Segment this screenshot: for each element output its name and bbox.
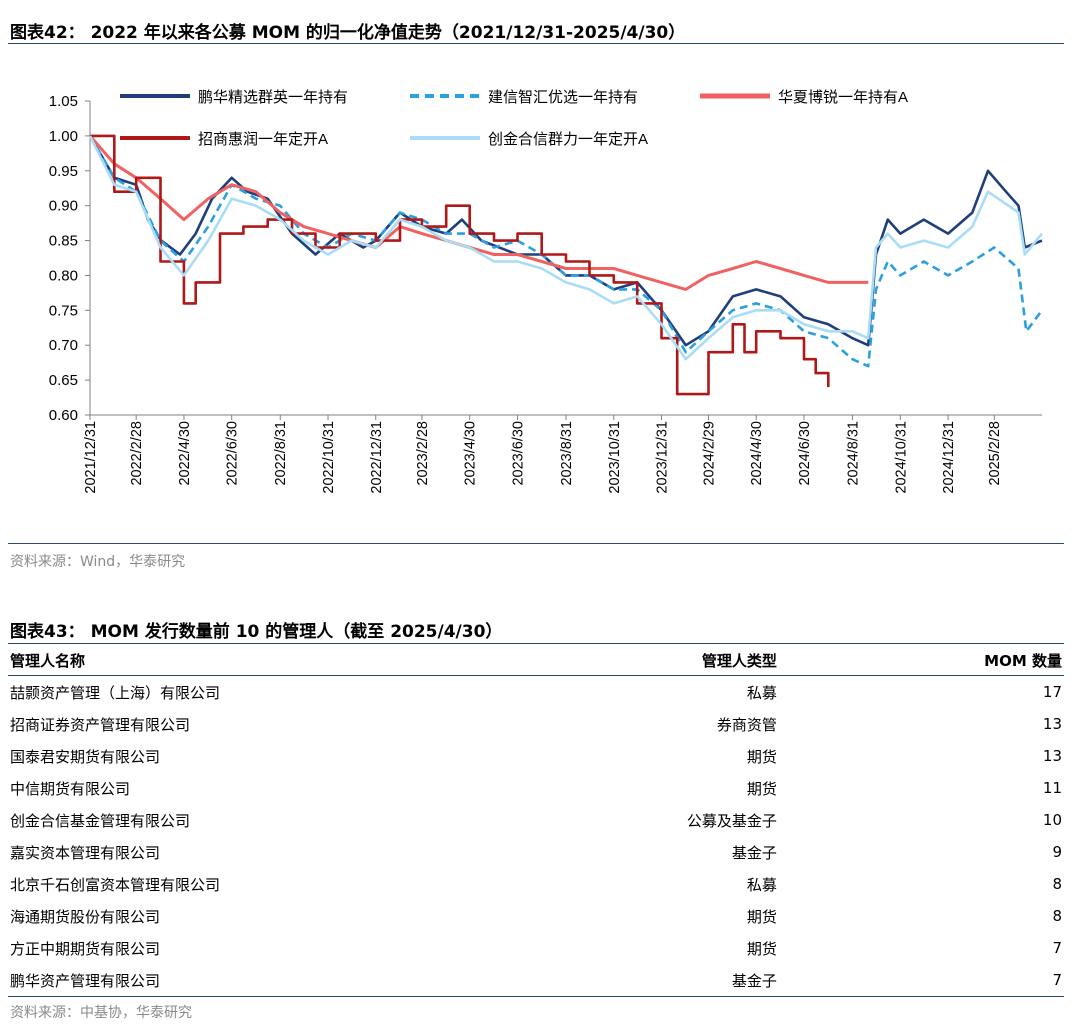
legend-label-4: 创金合信群力一年定开A	[488, 131, 648, 148]
y-tick-label: 0.60	[49, 407, 78, 424]
x-tick-label: 2022/12/31	[369, 421, 385, 494]
x-tick-label: 2023/4/30	[463, 421, 479, 486]
manager-name-cell: 招商证券资产管理有限公司	[10, 715, 191, 734]
mom-count-cell: 10	[1042, 811, 1062, 829]
series-line-3	[90, 134, 830, 396]
table-row: 嘉实资本管理有限公司 基金子 9	[8, 836, 1064, 868]
manager-name-cell: 嘉实资本管理有限公司	[10, 843, 161, 862]
manager-name-cell: 国泰君安期货有限公司	[10, 747, 161, 766]
chart-series	[88, 134, 1044, 396]
x-tick-label: 2022/10/31	[321, 421, 337, 494]
manager-type-cell: 券商资管	[716, 715, 777, 734]
manager-type-cell: 期货	[746, 939, 777, 958]
mom-count-cell: 8	[1052, 875, 1062, 893]
manager-name-cell: 海通期货股份有限公司	[10, 907, 161, 926]
x-tick-label: 2024/10/31	[893, 421, 909, 494]
legend-label-2: 华夏博锐一年持有A	[778, 89, 908, 106]
x-tick-label: 2024/4/30	[749, 421, 765, 486]
mom-count-cell: 7	[1052, 971, 1062, 989]
x-tick-label: 2023/8/31	[559, 421, 575, 486]
manager-name-cell: 创金合信基金管理有限公司	[10, 811, 191, 830]
figure42-source: 资料来源：Wind，华泰研究	[10, 554, 186, 570]
manager-type-cell: 公募及基金子	[686, 811, 777, 830]
mom-count-cell: 8	[1052, 907, 1062, 925]
col-header-manager-type: 管理人类型	[701, 652, 777, 670]
x-tick-label: 2022/6/30	[225, 421, 241, 486]
x-tick-label: 2022/2/28	[129, 421, 145, 486]
table-row: 海通期货股份有限公司 期货 8	[8, 900, 1064, 932]
series-line-1	[88, 135, 1044, 368]
x-tick-label: 2022/4/30	[177, 421, 193, 486]
series-line-4	[88, 135, 1044, 361]
y-tick-label: 0.70	[49, 337, 78, 354]
top-managers-table: 管理人名称 管理人类型 MOM 数量 喆颢资产管理（上海）有限公司 私募 17 招商证…	[8, 646, 1064, 997]
mom-count-cell: 13	[1042, 715, 1062, 733]
legend-label-0: 鹏华精选群英一年持有	[198, 88, 348, 106]
table-row: 创金合信基金管理有限公司 公募及基金子 10	[8, 804, 1064, 836]
table-row: 招商证券资产管理有限公司 券商资管 13	[8, 708, 1064, 740]
x-tick-label: 2024/8/31	[846, 421, 862, 486]
table-header-row: 管理人名称 管理人类型 MOM 数量	[8, 646, 1064, 676]
table-row: 国泰君安期货有限公司 期货 13	[8, 740, 1064, 772]
col-header-mom-count: MOM 数量	[984, 652, 1062, 670]
x-tick-label: 2024/12/31	[941, 421, 957, 494]
mom-count-cell: 17	[1042, 683, 1062, 701]
manager-type-cell: 期货	[746, 779, 777, 798]
x-tick-label: 2021/12/31	[83, 421, 99, 494]
mom-count-cell: 7	[1052, 939, 1062, 957]
y-tick-label: 0.65	[49, 372, 78, 389]
x-tick-label: 2023/10/31	[607, 421, 623, 494]
x-tick-label: 2023/6/30	[510, 421, 526, 486]
y-tick-label: 1.00	[49, 128, 78, 145]
table-row: 喆颢资产管理（上海）有限公司 私募 17	[8, 676, 1064, 709]
manager-type-cell: 基金子	[731, 843, 777, 862]
table-row: 鹏华资产管理有限公司 基金子 7	[8, 964, 1064, 997]
figure42-title: 图表42： 2022 年以来各公募 MOM 的归一化净值走势（2021/12/3…	[10, 23, 686, 43]
manager-type-cell: 私募	[746, 683, 777, 702]
figure43-title: 图表43： MOM 发行数量前 10 的管理人（截至 2025/4/30）	[10, 622, 503, 642]
x-tick-label: 2023/12/31	[655, 421, 671, 494]
mom-count-cell: 9	[1052, 843, 1062, 861]
manager-name-cell: 方正中期期货有限公司	[10, 939, 161, 958]
series-line-2	[88, 134, 869, 291]
mom-count-cell: 11	[1042, 779, 1062, 797]
manager-type-cell: 基金子	[731, 971, 777, 990]
mom-count-cell: 13	[1042, 747, 1062, 765]
legend-label-1: 建信智汇优选一年持有	[488, 88, 638, 106]
table-row: 中信期货有限公司 期货 11	[8, 772, 1064, 804]
chart-axes: 0.60 0.65 0.70 0.75 0.80 0.85 0.90 0.95 1.00 1.05…	[49, 93, 1042, 494]
manager-type-cell: 期货	[746, 747, 777, 766]
figure42-title-rule	[8, 43, 1064, 44]
y-tick-label: 0.75	[49, 302, 78, 319]
manager-name-cell: 北京千石创富资本管理有限公司	[10, 875, 221, 894]
y-tick-label: 0.95	[49, 163, 78, 180]
manager-name-cell: 喆颢资产管理（上海）有限公司	[10, 683, 221, 702]
table-row: 方正中期期货有限公司 期货 7	[8, 932, 1064, 964]
figure42-bottom-rule	[8, 543, 1064, 544]
col-header-manager-name: 管理人名称	[10, 652, 86, 670]
y-tick-label: 1.05	[49, 93, 78, 110]
manager-name-cell: 中信期货有限公司	[10, 779, 131, 798]
chart-legend: 鹏华精选群英一年持有 建信智汇优选一年持有 华夏博锐一年持有A 招商惠润一年定开A 创金…	[120, 88, 908, 148]
table-row: 北京千石创富资本管理有限公司 私募 8	[8, 868, 1064, 900]
x-tick-label: 2024/2/29	[701, 421, 717, 486]
manager-type-cell: 期货	[746, 907, 777, 926]
figure43-title-rule	[8, 643, 1064, 644]
figure43-source: 资料来源：中基协，华泰研究	[10, 1005, 192, 1021]
x-tick-label: 2022/8/31	[273, 421, 289, 486]
x-tick-label: 2024/6/30	[797, 421, 813, 486]
nav-line-chart: 鹏华精选群英一年持有 建信智汇优选一年持有 华夏博锐一年持有A 招商惠润一年定开A 创金…	[49, 88, 1044, 494]
legend-label-3: 招商惠润一年定开A	[198, 131, 328, 148]
y-tick-label: 0.80	[49, 267, 78, 284]
y-tick-label: 0.90	[49, 198, 78, 215]
x-tick-label: 2025/2/28	[987, 421, 1003, 486]
series-line-0	[88, 135, 1043, 347]
manager-name-cell: 鹏华资产管理有限公司	[10, 971, 161, 990]
x-tick-label: 2023/2/28	[415, 421, 431, 486]
manager-type-cell: 私募	[746, 875, 777, 894]
y-tick-label: 0.85	[49, 233, 78, 250]
